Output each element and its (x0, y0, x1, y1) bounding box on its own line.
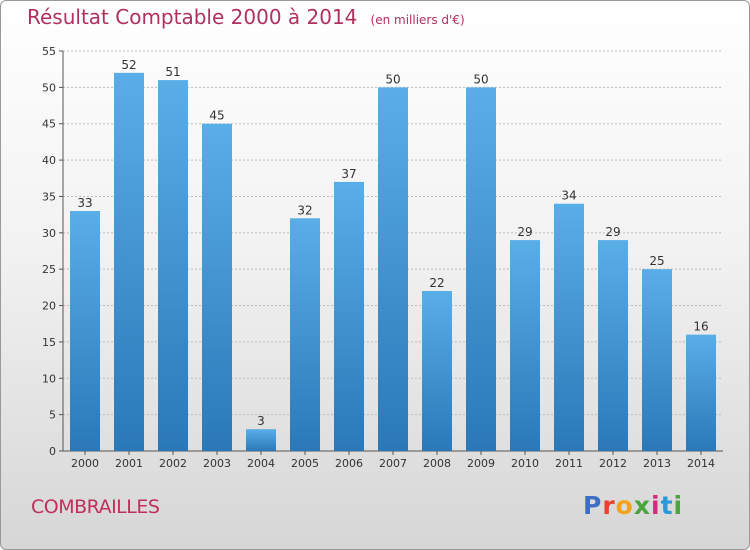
bar-2011 (554, 203, 584, 451)
x-tick-label-2000: 2000 (71, 457, 99, 470)
y-tick-label: 20 (42, 300, 56, 313)
chart-title: Résultat Comptable 2000 à 2014 (27, 5, 358, 29)
data-label-2005: 32 (297, 203, 312, 217)
x-tick-label-2014: 2014 (687, 457, 715, 470)
y-tick-label: 10 (42, 372, 56, 385)
bar-2010 (510, 240, 540, 451)
bar-2009 (466, 87, 496, 451)
x-tick-label-2004: 2004 (247, 457, 275, 470)
bar-2002 (158, 80, 188, 451)
x-tick-label-2013: 2013 (643, 457, 671, 470)
x-tick-label-2010: 2010 (511, 457, 539, 470)
y-tick-label: 30 (42, 227, 56, 240)
bar-2003 (202, 123, 232, 452)
data-label-2001: 52 (121, 58, 136, 72)
bar-2001 (114, 72, 144, 452)
x-tick-label-2011: 2011 (555, 457, 583, 470)
bar-2013 (642, 269, 672, 451)
data-label-2012: 29 (605, 225, 620, 239)
data-label-2003: 45 (209, 109, 224, 123)
y-tick-label: 45 (42, 118, 56, 131)
y-tick-label: 40 (42, 154, 56, 167)
data-label-2011: 34 (561, 189, 576, 203)
x-tick-label-2001: 2001 (115, 457, 143, 470)
bar-2006 (334, 181, 364, 451)
y-tick-label: 5 (49, 409, 56, 422)
y-tick-label: 50 (42, 81, 56, 94)
bar-2000 (70, 211, 100, 451)
y-tick-label: 0 (49, 445, 56, 458)
bar-2008 (422, 291, 452, 451)
bar-2012 (598, 240, 628, 451)
x-tick-label-2006: 2006 (335, 457, 363, 470)
data-label-2008: 22 (429, 276, 444, 290)
data-label-2006: 37 (341, 167, 356, 181)
data-label-2000: 33 (77, 196, 92, 210)
x-tick-label-2008: 2008 (423, 457, 451, 470)
x-tick-label-2003: 2003 (203, 457, 231, 470)
x-tick-label-2007: 2007 (379, 457, 407, 470)
chart-unit: (en milliers d'€) (370, 13, 465, 27)
x-tick-label-2009: 2009 (467, 457, 495, 470)
data-label-2013: 25 (649, 254, 664, 268)
data-label-2002: 51 (165, 65, 180, 79)
data-label-2010: 29 (517, 225, 532, 239)
data-label-2004: 3 (257, 414, 265, 428)
data-label-2014: 16 (693, 320, 708, 334)
data-label-2007: 50 (385, 72, 400, 86)
x-tick-label-2002: 2002 (159, 457, 187, 470)
title-row: Résultat Comptable 2000 à 2014 (en milli… (27, 5, 465, 29)
y-tick-label: 25 (42, 263, 56, 276)
data-label-2009: 50 (473, 72, 488, 86)
x-tick-label-2012: 2012 (599, 457, 627, 470)
proxiti-logo: Proxiti (583, 491, 684, 520)
bar-2004 (246, 429, 276, 451)
y-tick-label: 55 (42, 45, 56, 58)
y-tick-label: 35 (42, 190, 56, 203)
bar-2014 (686, 334, 716, 451)
y-tick-label: 15 (42, 336, 56, 349)
x-tick-label-2005: 2005 (291, 457, 319, 470)
location-label: COMBRAILLES (31, 496, 160, 518)
bar-2007 (378, 87, 408, 451)
bar-2005 (290, 218, 320, 451)
